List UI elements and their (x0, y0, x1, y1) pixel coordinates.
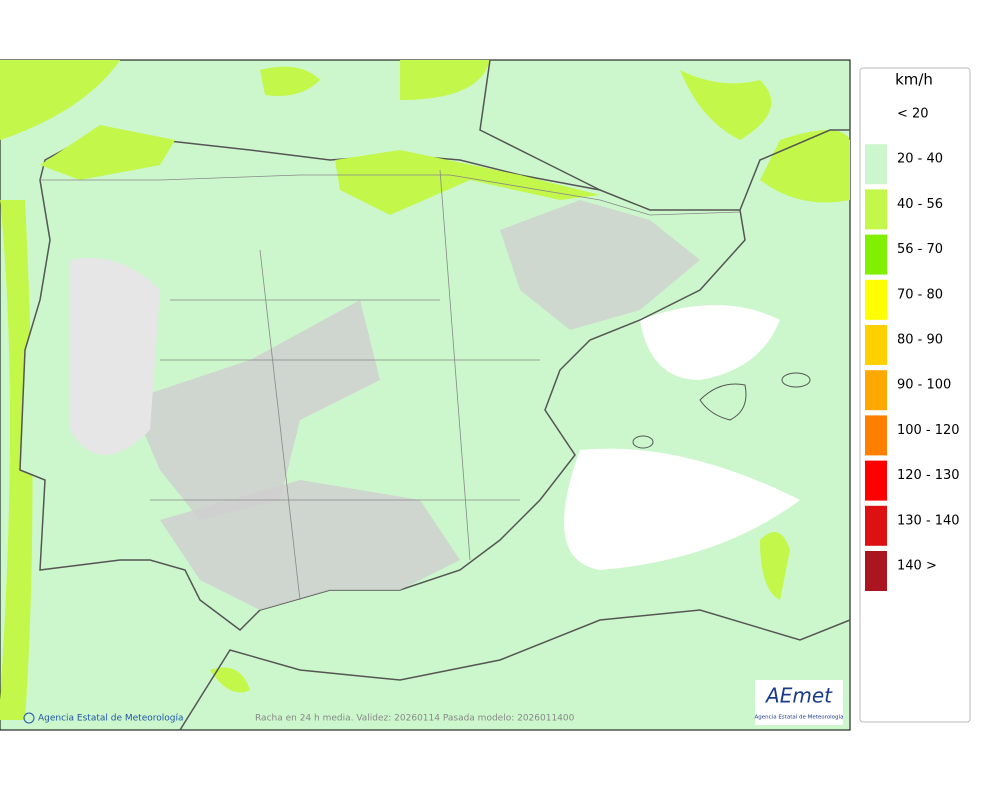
legend-swatch (865, 505, 887, 546)
island (632, 435, 654, 449)
map: Agencia Estatal de Meteorología Racha en… (0, 59, 851, 731)
wind-zone (210, 667, 250, 693)
logo: AEmet (764, 684, 833, 708)
wind-zone (760, 532, 790, 600)
legend-label: 56 - 70 (897, 242, 943, 257)
legend-label: 120 - 130 (897, 468, 960, 483)
legend-label: < 20 (897, 107, 929, 122)
region-borders (40, 169, 741, 601)
legend-swatch (865, 370, 887, 411)
legend-title: km/h (895, 71, 933, 89)
wind-zone (0, 200, 33, 720)
france-coast (479, 59, 850, 211)
legend-swatch (865, 551, 887, 591)
africa-coast (179, 609, 851, 731)
low-wind-area (500, 200, 700, 330)
low-wind-area (130, 300, 380, 520)
wind-zone (400, 60, 490, 100)
wind-zone (260, 66, 320, 96)
wind-zone (760, 130, 850, 203)
caption: Racha en 24 h media. Validez: 20260114 P… (255, 714, 575, 724)
legend-swatch (865, 144, 887, 185)
calm-zone (564, 448, 800, 570)
calm-zone (640, 305, 780, 380)
legend-swatch (865, 234, 887, 275)
legend: km/h < 20 20 - 40 40 - 56 56 - 70 70 - 80 80 … (859, 67, 971, 723)
wind-zone (680, 70, 772, 140)
legend-label: 90 - 100 (897, 378, 951, 393)
credit: Agencia Estatal de Meteorología (38, 714, 184, 724)
legend-label: 70 - 80 (897, 287, 943, 302)
legend-swatch (865, 99, 887, 139)
legend-swatch (865, 189, 887, 230)
legend-box (859, 67, 971, 723)
island (781, 372, 811, 388)
legend-label: 40 - 56 (897, 197, 943, 212)
legend-label: 100 - 120 (897, 423, 960, 438)
copyright-icon (23, 712, 35, 724)
legend-label: 130 - 140 (897, 513, 960, 528)
legend-swatch (865, 460, 887, 501)
island (699, 383, 747, 421)
legend-label: 80 - 90 (897, 333, 943, 348)
low-wind-area (70, 258, 160, 455)
legend-label: 140 > (897, 559, 937, 574)
wind-zone (335, 150, 600, 215)
legend-swatch (865, 325, 887, 365)
logo-box (755, 680, 843, 725)
logo-subtitle: Agencia Estatal de Meteorología (755, 714, 844, 721)
legend-label: 20 - 40 (897, 152, 943, 167)
wind-zone (0, 60, 120, 140)
legend-swatch (865, 415, 887, 456)
low-wind-area (160, 480, 460, 610)
wind-zone (40, 125, 175, 180)
legend-swatch (865, 279, 887, 320)
